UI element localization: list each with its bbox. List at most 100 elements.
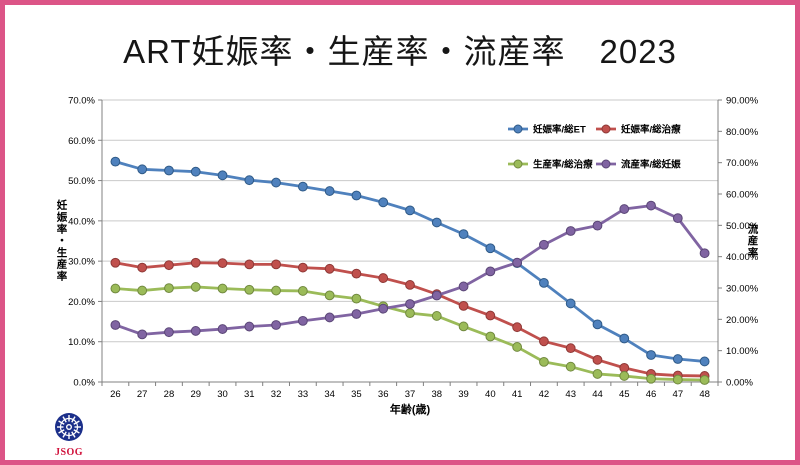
left-axis-tick-label: 30.0% <box>68 257 95 268</box>
data-point <box>271 320 281 330</box>
data-point <box>458 229 469 240</box>
emblem-spoke <box>73 420 80 425</box>
x-axis-tick-label: 40 <box>485 389 496 400</box>
data-point <box>351 268 362 279</box>
data-point <box>672 213 683 224</box>
data-point <box>110 257 121 268</box>
data-point <box>351 293 362 304</box>
right-axis-title-char: 流 <box>748 222 759 235</box>
left-axis-title-char: 率 <box>57 270 68 283</box>
series-markers-1 <box>110 257 710 381</box>
data-point <box>592 354 603 365</box>
x-axis-tick-label: 47 <box>673 389 684 400</box>
x-axis-tick-label: 31 <box>244 389 255 400</box>
legend-label: 妊娠率/総治療 <box>621 124 681 136</box>
data-point <box>672 354 683 364</box>
left-axis-tick-label: 50.0% <box>68 176 95 187</box>
legend-marker <box>601 124 611 134</box>
right-axis-title-char: 産 <box>748 234 759 247</box>
x-axis-tick-label: 46 <box>646 389 657 400</box>
data-point <box>324 186 335 196</box>
legend-item-0: 妊娠率/総ET <box>508 124 586 136</box>
x-axis-tick-label: 38 <box>431 389 442 400</box>
emblem-spoke <box>62 431 67 438</box>
data-point <box>271 285 281 296</box>
data-point <box>164 165 174 176</box>
x-axis-tick-label: 32 <box>271 389 282 400</box>
legend-marker <box>513 124 523 134</box>
data-point <box>431 311 442 321</box>
emblem-spoke <box>58 429 65 434</box>
art-rates-line-chart: 70.0% 60.0% 50.0% 40.0% 30.0% 20.0% 10.0% 0.0% 9… <box>57 96 759 417</box>
data-point <box>699 375 710 385</box>
data-point <box>324 290 335 301</box>
data-point <box>190 326 201 336</box>
data-point <box>619 371 630 381</box>
legend-item-1: 妊娠率/総治療 <box>596 124 681 136</box>
x-axis-tick-label: 30 <box>217 389 228 400</box>
data-point <box>405 299 415 309</box>
data-point <box>164 327 174 338</box>
right-axis-tick-label: 20.00% <box>726 315 759 326</box>
data-point <box>378 303 389 314</box>
right-axis-tick-label: 30.00% <box>726 284 759 295</box>
right-axis-tick-label: 60.00% <box>726 190 759 201</box>
data-point <box>646 373 656 384</box>
data-point <box>699 248 710 259</box>
x-axis-tick-label: 37 <box>405 389 416 400</box>
legend-label: 流産率/総妊娠 <box>621 159 681 171</box>
data-point <box>592 319 603 330</box>
x-axis-tick-label: 41 <box>512 389 523 400</box>
data-point <box>565 343 576 354</box>
data-point <box>512 322 523 333</box>
data-point <box>164 260 174 271</box>
data-point <box>565 226 576 236</box>
right-axis-tick-label: 50.00% <box>726 221 759 232</box>
data-point <box>565 361 576 372</box>
series-markers-2 <box>110 282 710 385</box>
data-point <box>244 284 255 295</box>
legend-marker <box>601 159 611 169</box>
data-point <box>485 331 496 342</box>
data-point <box>351 190 362 201</box>
data-point <box>244 259 255 270</box>
data-point <box>137 329 148 340</box>
left-axis-title: 妊娠率・生産率 <box>57 199 68 283</box>
x-axis-tick-label: 45 <box>619 389 630 400</box>
x-axis-tick-label: 36 <box>378 389 389 400</box>
legend-label: 生産率/総治療 <box>533 159 593 171</box>
data-point <box>217 170 228 181</box>
jsog-logo-text: JSOG <box>54 447 84 458</box>
data-point <box>431 217 442 228</box>
data-point <box>619 363 630 373</box>
left-axis-title-char: 妊 <box>57 199 68 212</box>
data-point <box>271 177 281 188</box>
data-point <box>646 200 656 211</box>
data-point <box>297 316 308 326</box>
x-axis-tick-label: 44 <box>592 389 603 400</box>
data-point <box>164 283 174 294</box>
data-point <box>137 262 148 273</box>
data-point <box>217 324 228 334</box>
data-point <box>539 336 549 347</box>
x-axis-tick-label: 33 <box>298 389 309 400</box>
emblem-spoke <box>71 431 76 438</box>
data-point <box>539 239 549 250</box>
data-point <box>137 164 148 175</box>
data-point <box>378 197 389 208</box>
x-axis-tick-label: 48 <box>699 389 710 400</box>
emblem-spoke <box>73 429 80 434</box>
data-point <box>244 175 255 186</box>
x-axis-tick-label: 27 <box>137 389 148 400</box>
x-axis-tick-label: 42 <box>539 389 550 400</box>
data-point <box>565 298 576 309</box>
data-point <box>244 321 255 332</box>
data-point <box>485 243 496 254</box>
left-axis-tick-label: 70.0% <box>68 96 95 107</box>
data-point <box>405 205 415 216</box>
x-axis-tick-label: 35 <box>351 389 362 400</box>
data-point <box>190 282 201 292</box>
data-point <box>217 283 228 294</box>
left-axis-tick-label: 20.0% <box>68 297 95 308</box>
left-axis-title-char: 生 <box>57 246 68 259</box>
